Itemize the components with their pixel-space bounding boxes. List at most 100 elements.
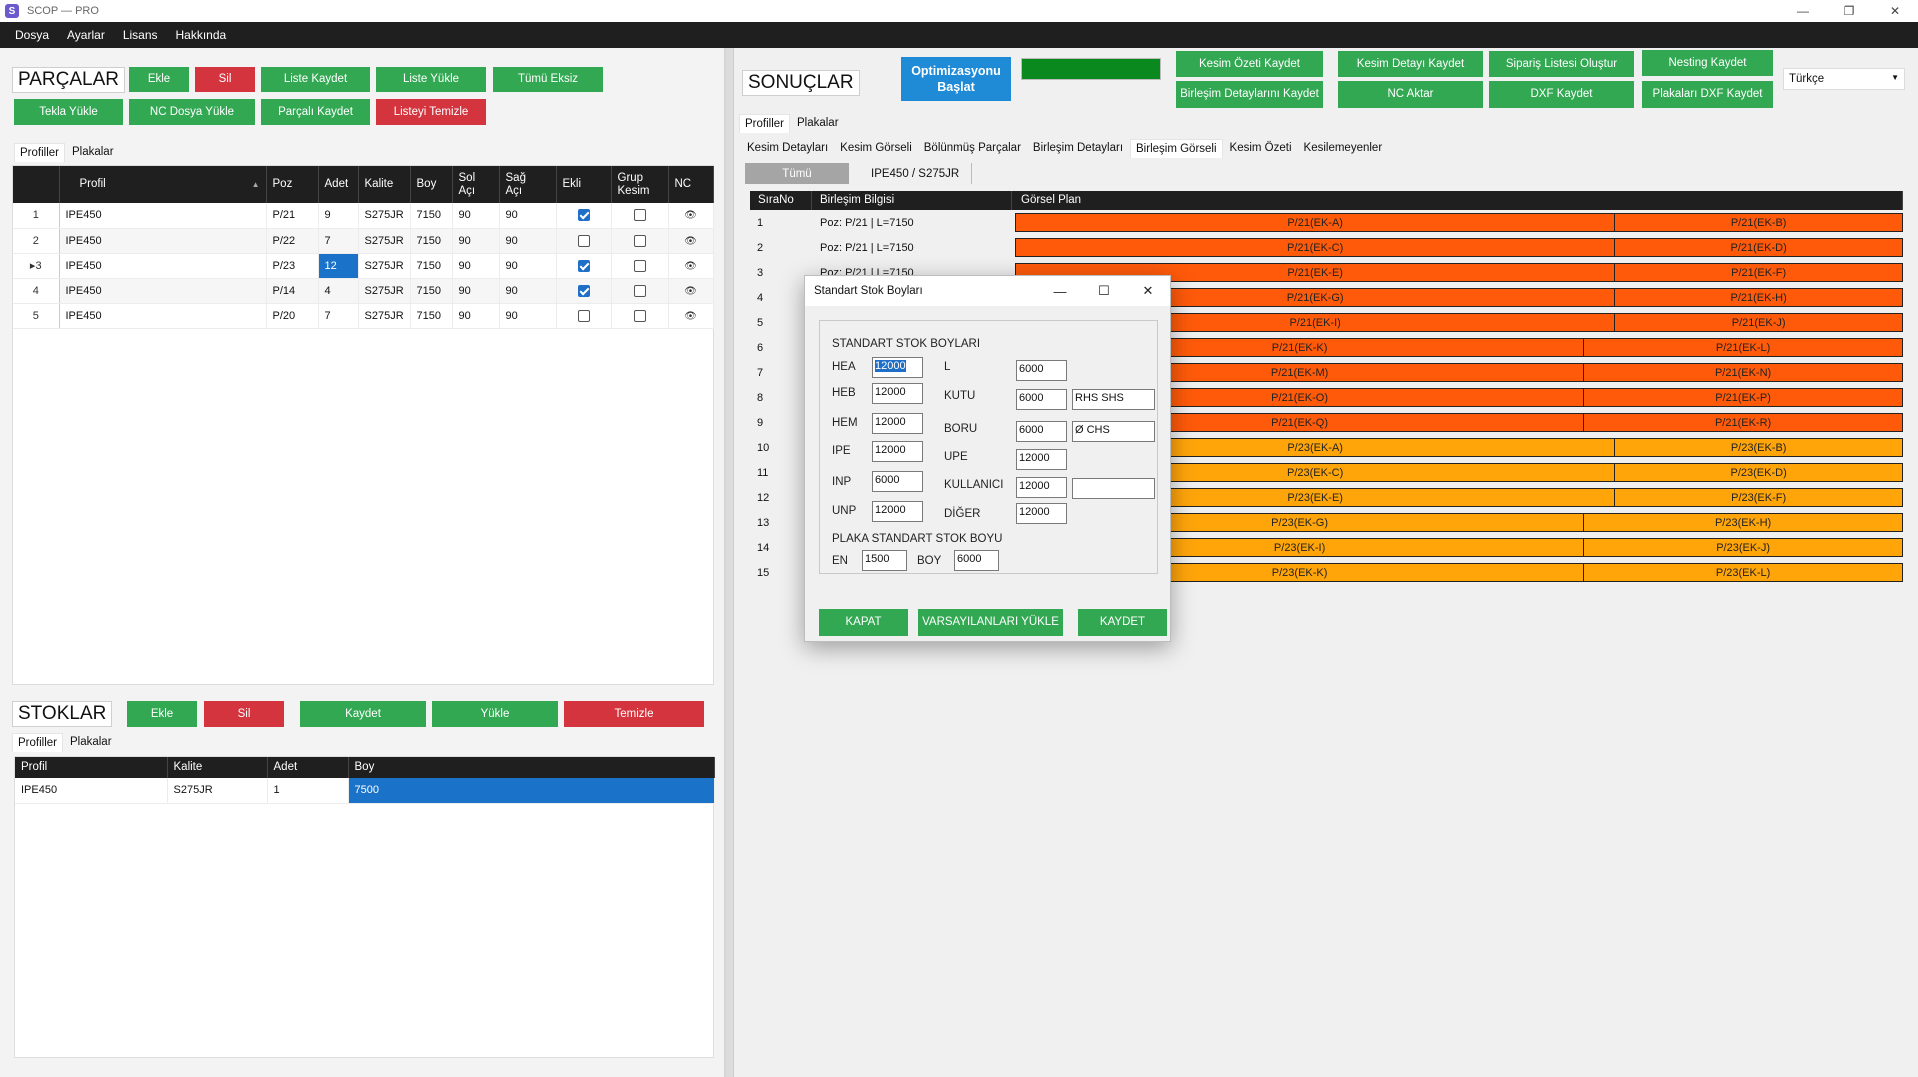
cut-segment[interactable]: P/21(EK-H) xyxy=(1615,288,1903,307)
stock-profil[interactable]: IPE450 xyxy=(15,778,168,804)
plates-dxf-save-button[interactable]: Plakaları DXF Kaydet xyxy=(1642,81,1773,108)
cell-grup-kesim[interactable] xyxy=(611,203,669,229)
kullanici-name-input[interactable] xyxy=(1072,478,1155,499)
minimize-button[interactable]: — xyxy=(1797,4,1809,18)
cut-segment[interactable]: P/21(EK-F) xyxy=(1615,263,1903,282)
ekli-checkbox[interactable] xyxy=(577,284,590,297)
eye-icon[interactable]: 👁 xyxy=(684,235,697,247)
cell-profil[interactable]: IPE450 xyxy=(59,278,267,304)
joint-details-save-button[interactable]: Birleşim Detaylarını Kaydet xyxy=(1176,81,1323,108)
parts-tab-plates[interactable]: Plakalar xyxy=(71,146,114,158)
ekli-checkbox[interactable] xyxy=(577,309,590,322)
stocks-load-button[interactable]: Yükle xyxy=(432,701,558,727)
results-subtab-6[interactable]: Kesilemeyenler xyxy=(1303,142,1383,154)
cell-sol-aci[interactable]: 90 xyxy=(452,228,500,254)
stocks-save-button[interactable]: Kaydet xyxy=(300,701,426,727)
cell-nc[interactable]: 👁 xyxy=(668,278,714,304)
close-button[interactable]: ✕ xyxy=(1889,4,1901,18)
cell-kalite[interactable]: S275JR xyxy=(358,228,411,254)
cell-poz[interactable]: P/23 xyxy=(266,253,319,279)
table-row[interactable]: ▸3 IPE450 P/23 12 S275JR 7150 90 90 👁 xyxy=(13,253,714,279)
restore-button[interactable]: ❐ xyxy=(1843,4,1855,18)
dialog-save-button[interactable]: KAYDET xyxy=(1078,609,1167,636)
hea-input[interactable]: 12000 xyxy=(872,357,923,378)
col-birlesim-bilgisi[interactable]: Birleşim Bilgisi xyxy=(812,191,1012,210)
cut-segment[interactable]: P/23(EK-F) xyxy=(1615,488,1903,507)
menu-dosya[interactable]: Dosya xyxy=(15,28,50,42)
cell-boy[interactable]: 7150 xyxy=(410,203,453,229)
cell-grup-kesim[interactable] xyxy=(611,253,669,279)
stock-adet[interactable]: 1 xyxy=(267,778,349,804)
col-boy[interactable]: Boy xyxy=(410,166,453,203)
parts-tab-profiles[interactable]: Profiller xyxy=(14,143,65,162)
cut-segment[interactable]: P/23(EK-D) xyxy=(1615,463,1903,482)
load-defaults-button[interactable]: VARSAYILANLARI YÜKLE xyxy=(918,609,1063,636)
cell-sol-aci[interactable]: 90 xyxy=(452,278,500,304)
cell-ekli[interactable] xyxy=(556,253,612,279)
save-list-button[interactable]: Liste Kaydet xyxy=(261,67,370,92)
all-missing-button[interactable]: Tümü Eksiz xyxy=(493,67,603,92)
upe-input[interactable]: 12000 xyxy=(1016,449,1067,470)
cut-segment[interactable]: P/21(EK-D) xyxy=(1615,238,1903,257)
cell-kalite[interactable]: S275JR xyxy=(358,303,411,329)
cell-adet[interactable]: 12 xyxy=(318,253,359,279)
panel-splitter[interactable] xyxy=(726,48,733,1077)
ekli-checkbox[interactable] xyxy=(577,209,590,222)
cut-segment[interactable]: P/21(EK-L) xyxy=(1584,338,1903,357)
stock-kalite[interactable]: S275JR xyxy=(167,778,268,804)
cell-poz[interactable]: P/22 xyxy=(266,228,319,254)
filter-profile-tab[interactable]: IPE450 / S275JR xyxy=(859,163,973,184)
nc-export-button[interactable]: NC Aktar xyxy=(1338,81,1483,108)
cut-segment[interactable]: P/21(EK-J) xyxy=(1615,313,1903,332)
save-parts-button[interactable]: Parçalı Kaydet xyxy=(261,99,370,125)
ekli-checkbox[interactable] xyxy=(577,234,590,247)
menu-lisans[interactable]: Lisans xyxy=(122,28,158,42)
clear-list-button[interactable]: Listeyi Temizle xyxy=(376,99,486,125)
cut-detail-save-button[interactable]: Kesim Detayı Kaydet xyxy=(1338,51,1483,77)
cell-nc[interactable]: 👁 xyxy=(668,303,714,329)
col-kalite[interactable]: Kalite xyxy=(358,166,411,203)
results-subtab-4[interactable]: Birleşim Görseli xyxy=(1130,139,1223,158)
col-adet[interactable]: Adet xyxy=(318,166,359,203)
dxf-save-button[interactable]: DXF Kaydet xyxy=(1489,81,1634,108)
menu-ayarlar[interactable]: Ayarlar xyxy=(67,28,105,42)
parts-add-button[interactable]: Ekle xyxy=(129,67,189,92)
cell-sag-aci[interactable]: 90 xyxy=(499,228,557,254)
cell-nc[interactable]: 👁 xyxy=(668,228,714,254)
dialog-close-icon[interactable]: ✕ xyxy=(1142,283,1154,298)
cell-poz[interactable]: P/14 xyxy=(266,278,319,304)
l-input[interactable]: 6000 xyxy=(1016,360,1067,381)
cell-ekli[interactable] xyxy=(556,278,612,304)
cell-poz[interactable]: P/21 xyxy=(266,203,319,229)
table-row[interactable]: 1 IPE450 P/21 9 S275JR 7150 90 90 👁 xyxy=(13,203,714,229)
cell-adet[interactable]: 7 xyxy=(318,228,359,254)
diger-input[interactable]: 12000 xyxy=(1016,503,1067,524)
cell-sag-aci[interactable]: 90 xyxy=(499,253,557,279)
cut-segment[interactable]: P/21(EK-A) xyxy=(1015,213,1616,232)
table-row[interactable]: 5 IPE450 P/20 7 S275JR 7150 90 90 👁 xyxy=(13,303,714,329)
cell-sol-aci[interactable]: 90 xyxy=(452,253,500,279)
grup-kesim-checkbox[interactable] xyxy=(633,309,646,322)
col-grup-kesim[interactable]: Grup Kesim xyxy=(611,166,669,203)
table-row[interactable]: 1 Poz: P/21 | L=7150 P/21(EK-A) P/21(EK-B) xyxy=(750,210,1903,235)
results-tab-plates[interactable]: Plakalar xyxy=(796,117,839,129)
boru-name-input[interactable]: Ø CHS xyxy=(1072,421,1155,442)
order-list-button[interactable]: Sipariş Listesi Oluştur xyxy=(1489,51,1634,77)
grup-kesim-checkbox[interactable] xyxy=(633,259,646,272)
filter-all-tab[interactable]: Tümü xyxy=(745,163,849,184)
kullanici-input[interactable]: 12000 xyxy=(1016,477,1067,498)
cell-grup-kesim[interactable] xyxy=(611,278,669,304)
cell-grup-kesim[interactable] xyxy=(611,228,669,254)
col-profil[interactable]: Profil ▲ xyxy=(59,166,267,203)
ekli-checkbox[interactable] xyxy=(577,259,590,272)
stocks-add-button[interactable]: Ekle xyxy=(127,701,197,727)
eye-icon[interactable]: 👁 xyxy=(684,310,697,322)
stock-row[interactable]: IPE450 S275JR 1 7500 xyxy=(15,778,715,804)
results-subtab-1[interactable]: Kesim Görseli xyxy=(840,142,912,154)
cut-segment[interactable]: P/23(EK-B) xyxy=(1615,438,1903,457)
cut-summary-save-button[interactable]: Kesim Özeti Kaydet xyxy=(1176,51,1323,77)
parts-delete-button[interactable]: Sil xyxy=(195,67,255,92)
col-sag-aci[interactable]: Sağ Açı xyxy=(499,166,557,203)
cell-adet[interactable]: 4 xyxy=(318,278,359,304)
results-tab-profiles[interactable]: Profiller xyxy=(739,114,790,133)
